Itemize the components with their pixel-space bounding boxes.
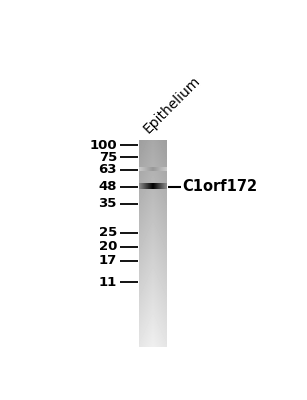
Text: 100: 100 — [89, 138, 117, 152]
Text: 20: 20 — [99, 240, 117, 253]
Text: Epithelium: Epithelium — [140, 73, 203, 136]
Text: 11: 11 — [99, 276, 117, 288]
Text: 48: 48 — [98, 180, 117, 193]
Text: C1orf172: C1orf172 — [182, 179, 258, 194]
Text: 25: 25 — [99, 226, 117, 239]
Text: 63: 63 — [98, 163, 117, 176]
Text: 17: 17 — [99, 254, 117, 267]
Text: 35: 35 — [99, 197, 117, 210]
Text: 75: 75 — [99, 151, 117, 164]
